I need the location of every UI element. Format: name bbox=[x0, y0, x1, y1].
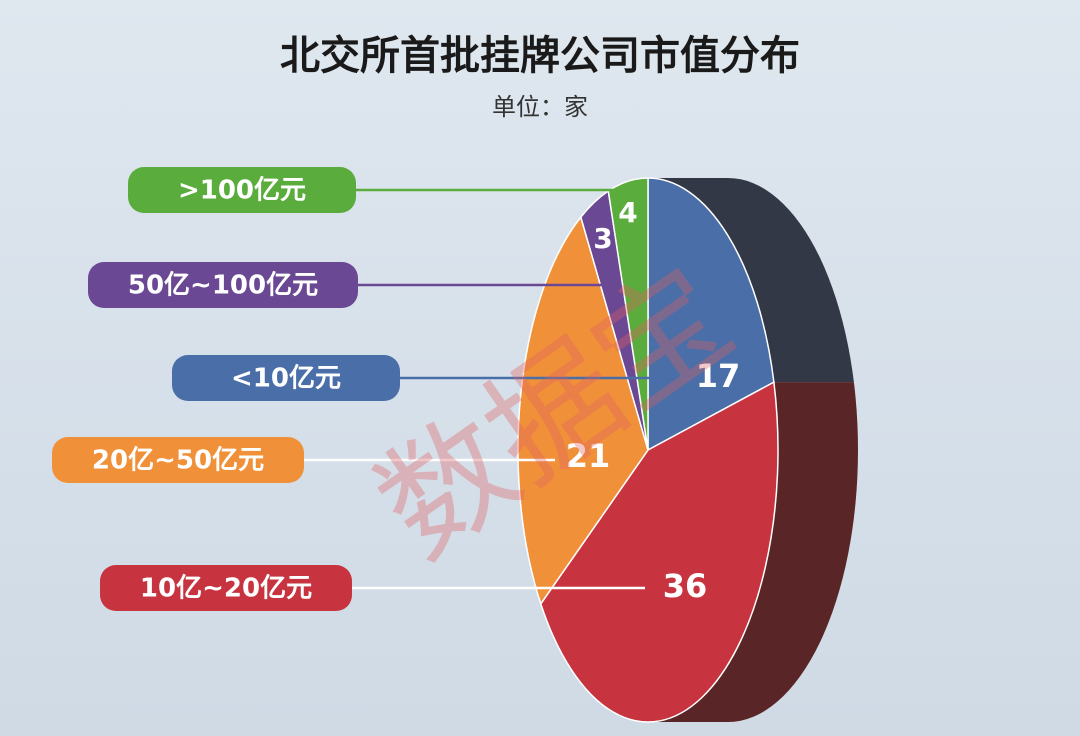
data-label: 36 bbox=[663, 567, 708, 605]
pie-slice bbox=[647, 177, 775, 452]
chart-title: 北交所首批挂牌公司市值分布 bbox=[280, 33, 800, 79]
legend-pill bbox=[52, 437, 304, 483]
legend-label: 10亿~20亿元 bbox=[140, 574, 312, 604]
legend-pill bbox=[172, 355, 400, 401]
legend-pill bbox=[88, 262, 358, 308]
pie: <10亿元 17 10亿~20亿元 36 20亿~50亿元 21 50亿~100亿元 3 >10… bbox=[52, 167, 858, 723]
legend-label: 50亿~100亿元 bbox=[128, 271, 318, 301]
data-label: 4 bbox=[618, 196, 637, 229]
chart-subtitle: 单位：家 bbox=[492, 93, 588, 121]
legend-pill bbox=[128, 167, 356, 213]
pie-slice bbox=[539, 380, 779, 723]
legend-label: <10亿元 bbox=[231, 364, 341, 394]
data-label: 21 bbox=[566, 437, 611, 475]
data-label: 17 bbox=[696, 357, 741, 395]
legend-pill bbox=[100, 565, 352, 611]
data-label: 3 bbox=[593, 222, 612, 255]
pie-slice bbox=[517, 215, 649, 606]
legend-label: >100亿元 bbox=[178, 176, 306, 206]
legend-label: 20亿~50亿元 bbox=[92, 446, 264, 476]
